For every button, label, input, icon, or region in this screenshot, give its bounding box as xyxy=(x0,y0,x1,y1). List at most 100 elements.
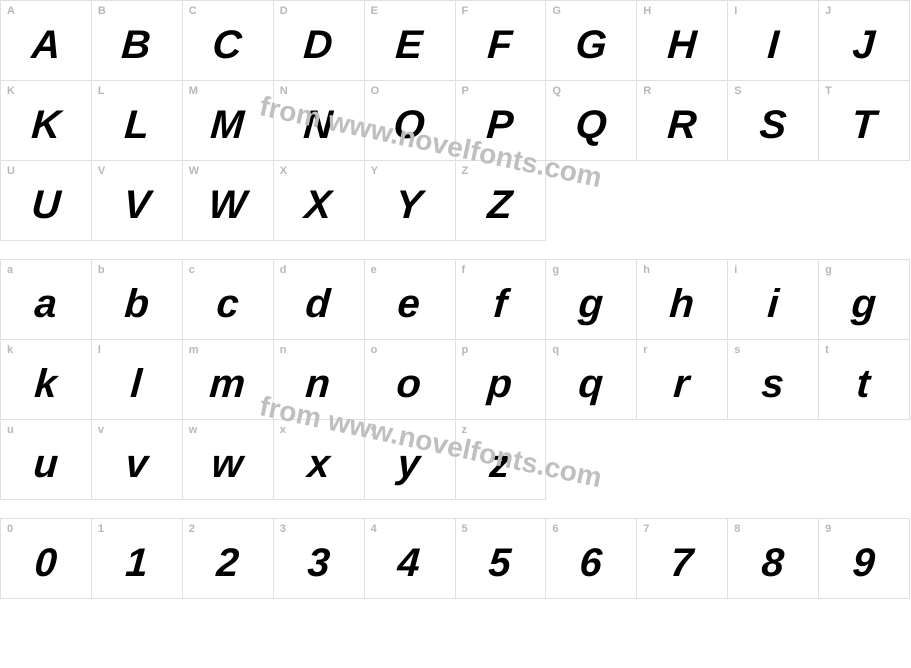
glyph-cell[interactable]: YY xyxy=(365,161,456,241)
glyph-cell[interactable]: RR xyxy=(637,81,728,161)
glyph-cell[interactable]: ww xyxy=(183,420,274,500)
glyph-cell[interactable]: AA xyxy=(1,1,92,81)
glyph-preview: c xyxy=(215,276,241,324)
glyph-cell-label: 5 xyxy=(462,523,468,535)
glyph-preview: D xyxy=(303,17,335,65)
glyph-cell[interactable]: uu xyxy=(1,420,92,500)
glyph-cell[interactable]: cc xyxy=(183,260,274,340)
glyph-preview: U xyxy=(30,177,62,225)
glyph-cell[interactable]: SS xyxy=(728,81,819,161)
glyph-cell[interactable]: hh xyxy=(637,260,728,340)
glyph-preview: e xyxy=(397,276,423,324)
glyph-cell[interactable]: WW xyxy=(183,161,274,241)
glyph-preview: S xyxy=(758,97,788,145)
glyph-cell[interactable]: 66 xyxy=(546,519,637,599)
glyph-cell[interactable]: LL xyxy=(92,81,183,161)
glyph-cell[interactable]: gg xyxy=(819,260,910,340)
glyph-preview: l xyxy=(130,356,144,404)
glyph-preview: f xyxy=(492,276,509,324)
glyph-cell[interactable]: VV xyxy=(92,161,183,241)
glyph-cell[interactable]: PP xyxy=(456,81,547,161)
glyph-cell[interactable]: 99 xyxy=(819,519,910,599)
glyph-cell-label: M xyxy=(189,85,198,97)
glyph-cell-label: 1 xyxy=(98,523,104,535)
glyph-cell-label: i xyxy=(734,264,737,276)
glyph-preview: 1 xyxy=(124,535,150,583)
glyph-cell[interactable]: qq xyxy=(546,340,637,420)
glyph-cell[interactable]: 00 xyxy=(1,519,92,599)
glyph-cell[interactable]: TT xyxy=(819,81,910,161)
glyph-cell[interactable]: DD xyxy=(274,1,365,81)
glyph-preview: B xyxy=(121,17,153,65)
glyph-cell[interactable]: oo xyxy=(365,340,456,420)
glyph-cell[interactable]: pp xyxy=(456,340,547,420)
glyph-cell-label: y xyxy=(371,424,377,436)
glyph-cell[interactable]: CC xyxy=(183,1,274,81)
glyph-cell-label: T xyxy=(825,85,832,97)
glyph-cell[interactable]: II xyxy=(728,1,819,81)
glyph-cell[interactable]: kk xyxy=(1,340,92,420)
glyph-cell[interactable]: dd xyxy=(274,260,365,340)
glyph-preview: J xyxy=(851,17,877,65)
glyph-cell[interactable]: ee xyxy=(365,260,456,340)
glyph-cell-label: q xyxy=(552,344,559,356)
glyph-cell[interactable]: bb xyxy=(92,260,183,340)
glyph-cell[interactable]: 77 xyxy=(637,519,728,599)
glyph-preview: 6 xyxy=(579,535,605,583)
glyph-cell[interactable]: ZZ xyxy=(456,161,547,241)
glyph-cell[interactable]: nn xyxy=(274,340,365,420)
glyph-cell[interactable]: 33 xyxy=(274,519,365,599)
glyph-cell[interactable]: 11 xyxy=(92,519,183,599)
glyph-cell[interactable]: ii xyxy=(728,260,819,340)
glyph-cell[interactable]: yy xyxy=(365,420,456,500)
glyph-cell[interactable]: BB xyxy=(92,1,183,81)
glyph-cell[interactable]: ff xyxy=(456,260,547,340)
glyph-cell[interactable]: KK xyxy=(1,81,92,161)
glyph-cell-label: D xyxy=(280,5,288,17)
glyph-cell[interactable]: mm xyxy=(183,340,274,420)
glyph-cell[interactable]: EE xyxy=(365,1,456,81)
glyph-cell[interactable]: UU xyxy=(1,161,92,241)
glyph-cell[interactable]: OO xyxy=(365,81,456,161)
glyph-cell[interactable]: ll xyxy=(92,340,183,420)
glyph-cell[interactable]: GG xyxy=(546,1,637,81)
glyph-cell-label: F xyxy=(462,5,469,17)
glyph-cell[interactable]: vv xyxy=(92,420,183,500)
glyph-preview: 0 xyxy=(33,535,59,583)
glyph-cell[interactable]: zz xyxy=(456,420,547,500)
glyph-cell[interactable]: 44 xyxy=(365,519,456,599)
glyph-preview: g xyxy=(850,276,878,324)
glyph-preview: w xyxy=(210,436,244,484)
glyph-preview: d xyxy=(305,276,333,324)
glyph-cell[interactable]: QQ xyxy=(546,81,637,161)
glyph-cell-label: O xyxy=(371,85,380,97)
glyph-cell-label: Y xyxy=(371,165,378,177)
glyph-cell[interactable]: MM xyxy=(183,81,274,161)
glyph-cell[interactable]: aa xyxy=(1,260,92,340)
glyph-cell[interactable]: ss xyxy=(728,340,819,420)
glyph-cell[interactable]: 22 xyxy=(183,519,274,599)
glyph-preview: I xyxy=(766,17,780,65)
glyph-cell[interactable]: 55 xyxy=(456,519,547,599)
glyph-cell[interactable]: FF xyxy=(456,1,547,81)
glyph-cell-label: N xyxy=(280,85,288,97)
glyph-cell-label: p xyxy=(462,344,469,356)
glyph-cell[interactable]: HH xyxy=(637,1,728,81)
glyph-preview: H xyxy=(666,17,698,65)
glyph-preview: 4 xyxy=(397,535,423,583)
glyph-cell[interactable]: 88 xyxy=(728,519,819,599)
glyph-cell-label: 9 xyxy=(825,523,831,535)
glyph-cell-label: E xyxy=(371,5,378,17)
glyph-preview: Z xyxy=(487,177,515,225)
glyph-cell-label: V xyxy=(98,165,105,177)
glyph-cell[interactable]: XX xyxy=(274,161,365,241)
glyph-cell[interactable]: rr xyxy=(637,340,728,420)
glyph-preview: M xyxy=(209,97,246,145)
glyph-cell[interactable]: JJ xyxy=(819,1,910,81)
glyph-cell[interactable]: tt xyxy=(819,340,910,420)
glyph-cell[interactable]: gg xyxy=(546,260,637,340)
glyph-cell[interactable]: NN xyxy=(274,81,365,161)
glyph-cell-label: 7 xyxy=(643,523,649,535)
glyph-cell[interactable]: xx xyxy=(274,420,365,500)
glyph-preview: b xyxy=(123,276,151,324)
